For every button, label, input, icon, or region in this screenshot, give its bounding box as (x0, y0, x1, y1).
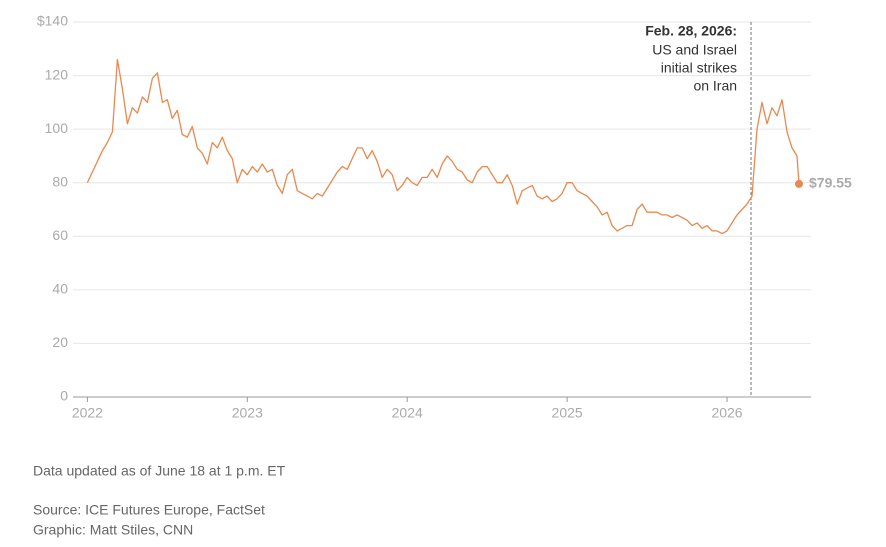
y-tick-label: 80 (52, 173, 68, 189)
y-tick-label: 20 (52, 334, 68, 350)
y-tick-label: 100 (45, 120, 69, 136)
x-tick-label: 2024 (392, 405, 423, 421)
y-tick-label: $140 (37, 13, 68, 29)
update-note: Data updated as of June 18 at 1 p.m. ET (33, 463, 286, 479)
annotation-text: US and Israel (652, 42, 737, 58)
credit-note: Graphic: Matt Stiles, CNN (33, 522, 193, 538)
source-note: Source: ICE Futures Europe, FactSet (33, 502, 265, 518)
annotation-text: initial strikes (661, 60, 737, 76)
x-tick-label: 2025 (552, 405, 583, 421)
y-tick-label: 120 (45, 66, 69, 82)
annotation-title: Feb. 28, 2026: (645, 23, 737, 39)
y-tick-label: 0 (60, 388, 68, 404)
x-tick-label: 2026 (711, 405, 742, 421)
y-tick-label: 40 (52, 281, 68, 297)
y-tick-label: 60 (52, 227, 68, 243)
price-line (86, 58, 800, 235)
annotation-text: on Iran (693, 78, 737, 94)
x-tick-label: 2022 (72, 405, 103, 421)
x-tick-label: 2023 (232, 405, 263, 421)
end-label: $79.55 (809, 175, 852, 191)
end-point (795, 179, 804, 188)
